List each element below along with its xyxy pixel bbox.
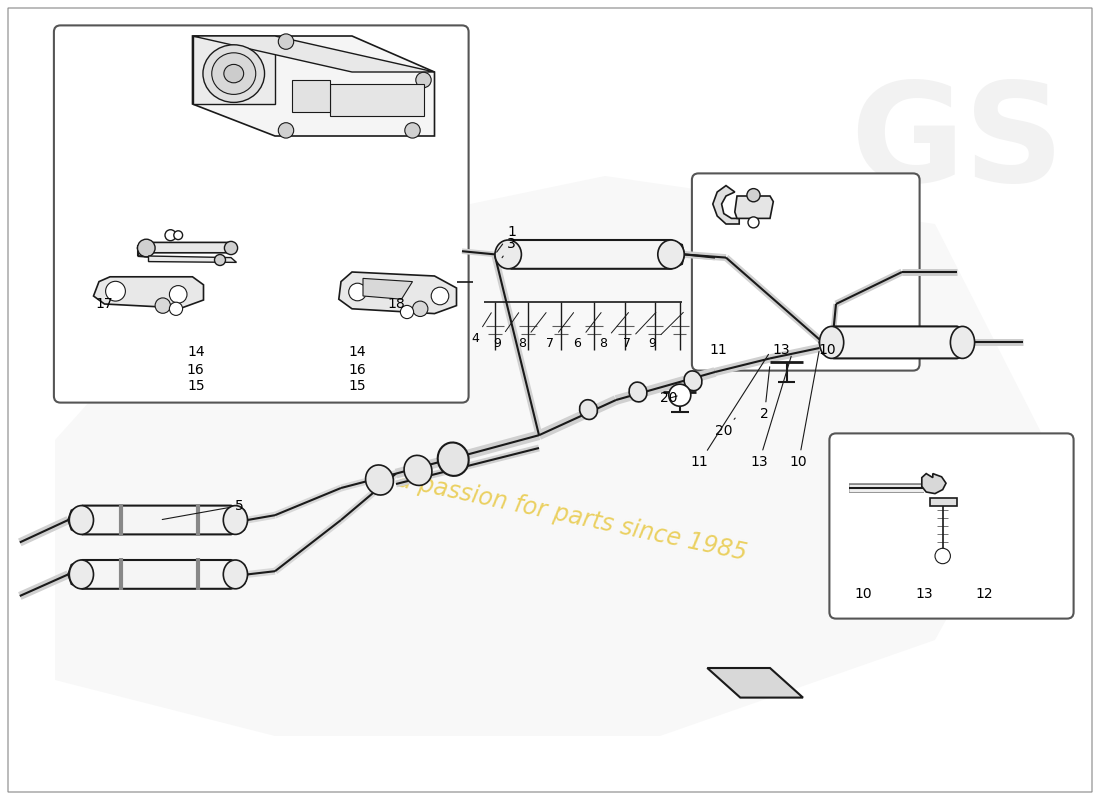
Polygon shape [192,36,434,136]
Ellipse shape [202,45,265,102]
Polygon shape [930,498,957,506]
Text: 18: 18 [387,297,405,311]
Ellipse shape [820,326,844,358]
Polygon shape [292,80,330,112]
Text: 10: 10 [818,343,836,358]
Text: 14: 14 [349,345,366,359]
Circle shape [748,217,759,228]
Polygon shape [713,186,739,224]
Circle shape [278,34,294,50]
Text: 8: 8 [598,313,628,350]
Circle shape [405,122,420,138]
Text: 11: 11 [691,354,769,470]
Circle shape [214,254,225,266]
Text: 2: 2 [760,366,770,422]
Text: 10: 10 [790,351,820,470]
Text: 8: 8 [518,313,546,350]
Text: 13: 13 [772,343,790,358]
Ellipse shape [950,326,975,358]
Ellipse shape [69,560,94,589]
Circle shape [165,230,176,241]
Ellipse shape [580,400,597,419]
Text: 20: 20 [660,391,678,406]
Text: 9: 9 [493,313,519,350]
Text: 13: 13 [750,356,791,470]
Text: 15: 15 [349,378,366,393]
Circle shape [400,306,414,318]
Polygon shape [94,277,204,308]
Text: 16: 16 [187,362,205,377]
Circle shape [431,287,449,305]
Text: 7: 7 [623,313,656,350]
Ellipse shape [224,64,244,83]
FancyBboxPatch shape [829,434,1074,618]
Text: 7: 7 [546,313,573,350]
Text: 6: 6 [573,313,601,350]
Text: 15: 15 [187,378,205,393]
Circle shape [224,242,238,254]
Text: 1: 1 [496,225,516,252]
Text: 16: 16 [349,362,366,377]
Polygon shape [68,506,248,534]
Text: 17: 17 [96,297,113,311]
Polygon shape [820,326,974,358]
Ellipse shape [495,240,521,269]
Text: 20: 20 [715,418,735,438]
Circle shape [747,189,760,202]
Polygon shape [192,36,434,72]
Polygon shape [148,256,236,262]
Polygon shape [55,176,1045,736]
Ellipse shape [658,240,684,269]
Circle shape [412,301,428,317]
Ellipse shape [629,382,647,402]
Polygon shape [68,560,248,589]
Text: 12: 12 [976,586,993,601]
Text: 10: 10 [855,586,872,601]
Polygon shape [138,242,236,253]
Circle shape [155,298,170,314]
Circle shape [174,231,183,240]
Circle shape [669,384,691,406]
Circle shape [106,282,125,301]
Text: 11: 11 [710,343,727,358]
Polygon shape [330,84,424,116]
Circle shape [169,286,187,303]
Circle shape [278,122,294,138]
Polygon shape [707,668,803,698]
Text: 13: 13 [915,586,933,601]
Circle shape [935,548,950,564]
FancyBboxPatch shape [54,26,469,402]
Text: 5: 5 [162,498,244,519]
Text: GS: GS [850,77,1064,211]
Text: 14: 14 [187,345,205,359]
Ellipse shape [223,506,248,534]
Text: 9: 9 [648,312,683,350]
Circle shape [138,239,155,257]
Text: 3: 3 [502,237,516,258]
Ellipse shape [684,371,702,390]
Circle shape [416,72,431,88]
FancyBboxPatch shape [692,174,920,370]
Ellipse shape [69,506,94,534]
Polygon shape [922,474,946,494]
Ellipse shape [404,455,432,486]
Ellipse shape [438,442,469,476]
Circle shape [349,283,366,301]
Ellipse shape [365,465,394,495]
Text: a passion for parts since 1985: a passion for parts since 1985 [395,467,749,565]
Polygon shape [495,240,684,269]
Circle shape [169,302,183,315]
Polygon shape [363,278,412,299]
Text: 4: 4 [471,313,492,345]
Ellipse shape [223,560,248,589]
Ellipse shape [211,53,255,94]
Polygon shape [192,36,275,104]
Polygon shape [339,272,456,314]
Polygon shape [735,196,773,218]
